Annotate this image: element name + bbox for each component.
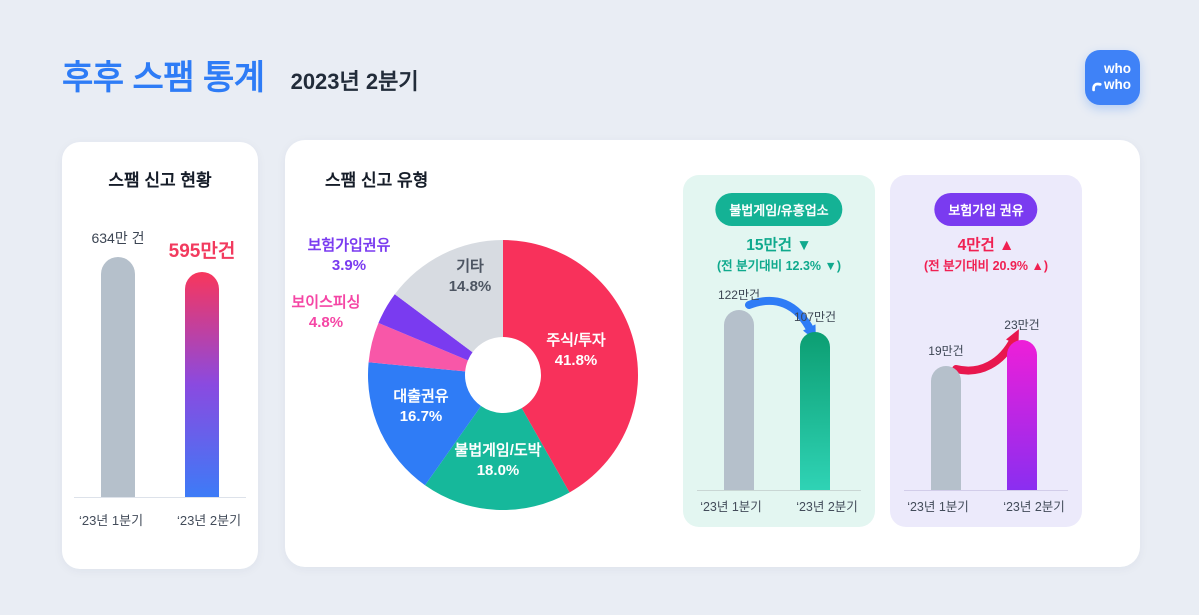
spam-report-status-card: 스팸 신고 현황 634만 건 595만건 ‘23년 1분기 ‘23년 2분기 (62, 142, 258, 569)
insurance-q1-bar (931, 366, 961, 490)
game-q2-bar (800, 332, 830, 490)
status-x-label-q1: ‘23년 1분기 (78, 513, 144, 528)
status-axis-line (74, 497, 246, 498)
illegal-game-delta-detail: (전 분기대비 12.3% ▼) (716, 259, 842, 273)
status-bar-group-q1: 634만 건 (83, 228, 153, 497)
insurance-delta-detail: (전 분기대비 20.9% ▲) (923, 259, 1049, 273)
pie-slice-5 (394, 240, 503, 353)
game-axis-line (697, 490, 861, 491)
status-x-labels: ‘23년 1분기 ‘23년 2분기 (62, 510, 258, 529)
insurance-offer-panel: 보험가입 권유 4만건 ▲ (전 분기대비 20.9% ▲) 19만건 23만건 (890, 175, 1082, 527)
insurance-q1-value-label: 19만건 (928, 344, 964, 358)
pie-label-etc: 기타 14.8% (448, 258, 492, 296)
insurance-x-label-q2: ‘23년 2분기 (1003, 500, 1065, 514)
illegal-game-badge: 불법게임/유흥업소 (715, 193, 843, 226)
trend-down-arrow-icon (745, 296, 816, 341)
donut-chart-svg (368, 240, 638, 510)
pie-slice-3 (368, 322, 468, 372)
insurance-q2-value-label: 23만건 (1004, 318, 1040, 332)
game-x-label-q1: ‘23년 1분기 (700, 500, 762, 514)
logo-word-1: who (1104, 61, 1131, 77)
illegal-game-delta: 15만건 ▼ (746, 237, 812, 254)
logo-word-2: who (1104, 77, 1131, 92)
status-q2-value-label: 595만건 (168, 241, 236, 262)
pie-label-insurance-offer: 보험가입권유 3.9% (307, 237, 391, 275)
game-q1-value-label: 122만건 (717, 288, 761, 302)
illegal-game-panel: 불법게임/유흥업소 15만건 ▼ (전 분기대비 12.3% ▼) 122만건 … (683, 175, 875, 527)
status-q1-bar (101, 257, 135, 497)
status-card-title: 스팸 신고 현황 (108, 171, 212, 190)
game-bar-group-q2: 107만건 (780, 308, 850, 490)
game-x-labels: ‘23년 1분기 ‘23년 2분기 (683, 496, 875, 515)
pie-slice-0 (503, 240, 638, 493)
insurance-delta: 4만건 ▲ (957, 237, 1015, 254)
spam-types-donut-chart: 주식/투자 41.8% 불법게임/도박 18.0% 대출권유 16.7% 보이스… (291, 235, 643, 515)
spam-report-types-card: 스팸 신고 유형 주식/투자 41.8% 불법게임/도박 18.0% 대출권유 … (285, 140, 1140, 567)
insurance-x-label-q1: ‘23년 1분기 (907, 500, 969, 514)
pie-label-stock-investment: 주식/투자 41.8% (546, 332, 606, 370)
pie-label-illegal-gambling: 불법게임/도박 18.0% (454, 442, 542, 480)
whowho-logo: who who (1085, 50, 1140, 105)
insurance-badge: 보험가입 권유 (934, 193, 1038, 226)
game-q2-value-label: 107만건 (793, 310, 837, 324)
pie-slice-2 (368, 362, 482, 486)
header: 후후 스팸 통계 2023년 2분기 (62, 50, 419, 99)
pie-slice-4 (378, 294, 473, 361)
pie-label-loan-offer: 대출권유 16.7% (393, 388, 449, 426)
insurance-x-labels: ‘23년 1분기 ‘23년 2분기 (890, 496, 1082, 515)
pie-label-voice-phishing: 보이스피싱 4.8% (291, 294, 361, 332)
game-bar-group-q1: 122만건 (704, 286, 774, 490)
status-bar-group-q2: 595만건 (167, 236, 237, 497)
page-title: 후후 스팸 통계 (62, 59, 265, 97)
game-x-label-q2: ‘23년 2분기 (796, 500, 858, 514)
page-subtitle: 2023년 2분기 (290, 69, 419, 94)
pie-slice-1 (425, 406, 570, 510)
logo-text-top: who (1104, 61, 1131, 77)
types-card-title: 스팸 신고 유형 (325, 171, 429, 190)
insurance-axis-line (904, 490, 1068, 491)
status-q2-bar (185, 272, 219, 497)
game-q1-bar (724, 310, 754, 490)
status-q1-value-label: 634만 건 (91, 230, 145, 246)
insurance-bar-group-q2: 23만건 (987, 316, 1057, 490)
phone-icon (1092, 82, 1102, 92)
insurance-q2-bar (1007, 340, 1037, 490)
insurance-bar-group-q1: 19만건 (911, 342, 981, 490)
logo-text-bottom: who (1089, 77, 1131, 93)
status-x-label-q2: ‘23년 2분기 (176, 513, 242, 528)
